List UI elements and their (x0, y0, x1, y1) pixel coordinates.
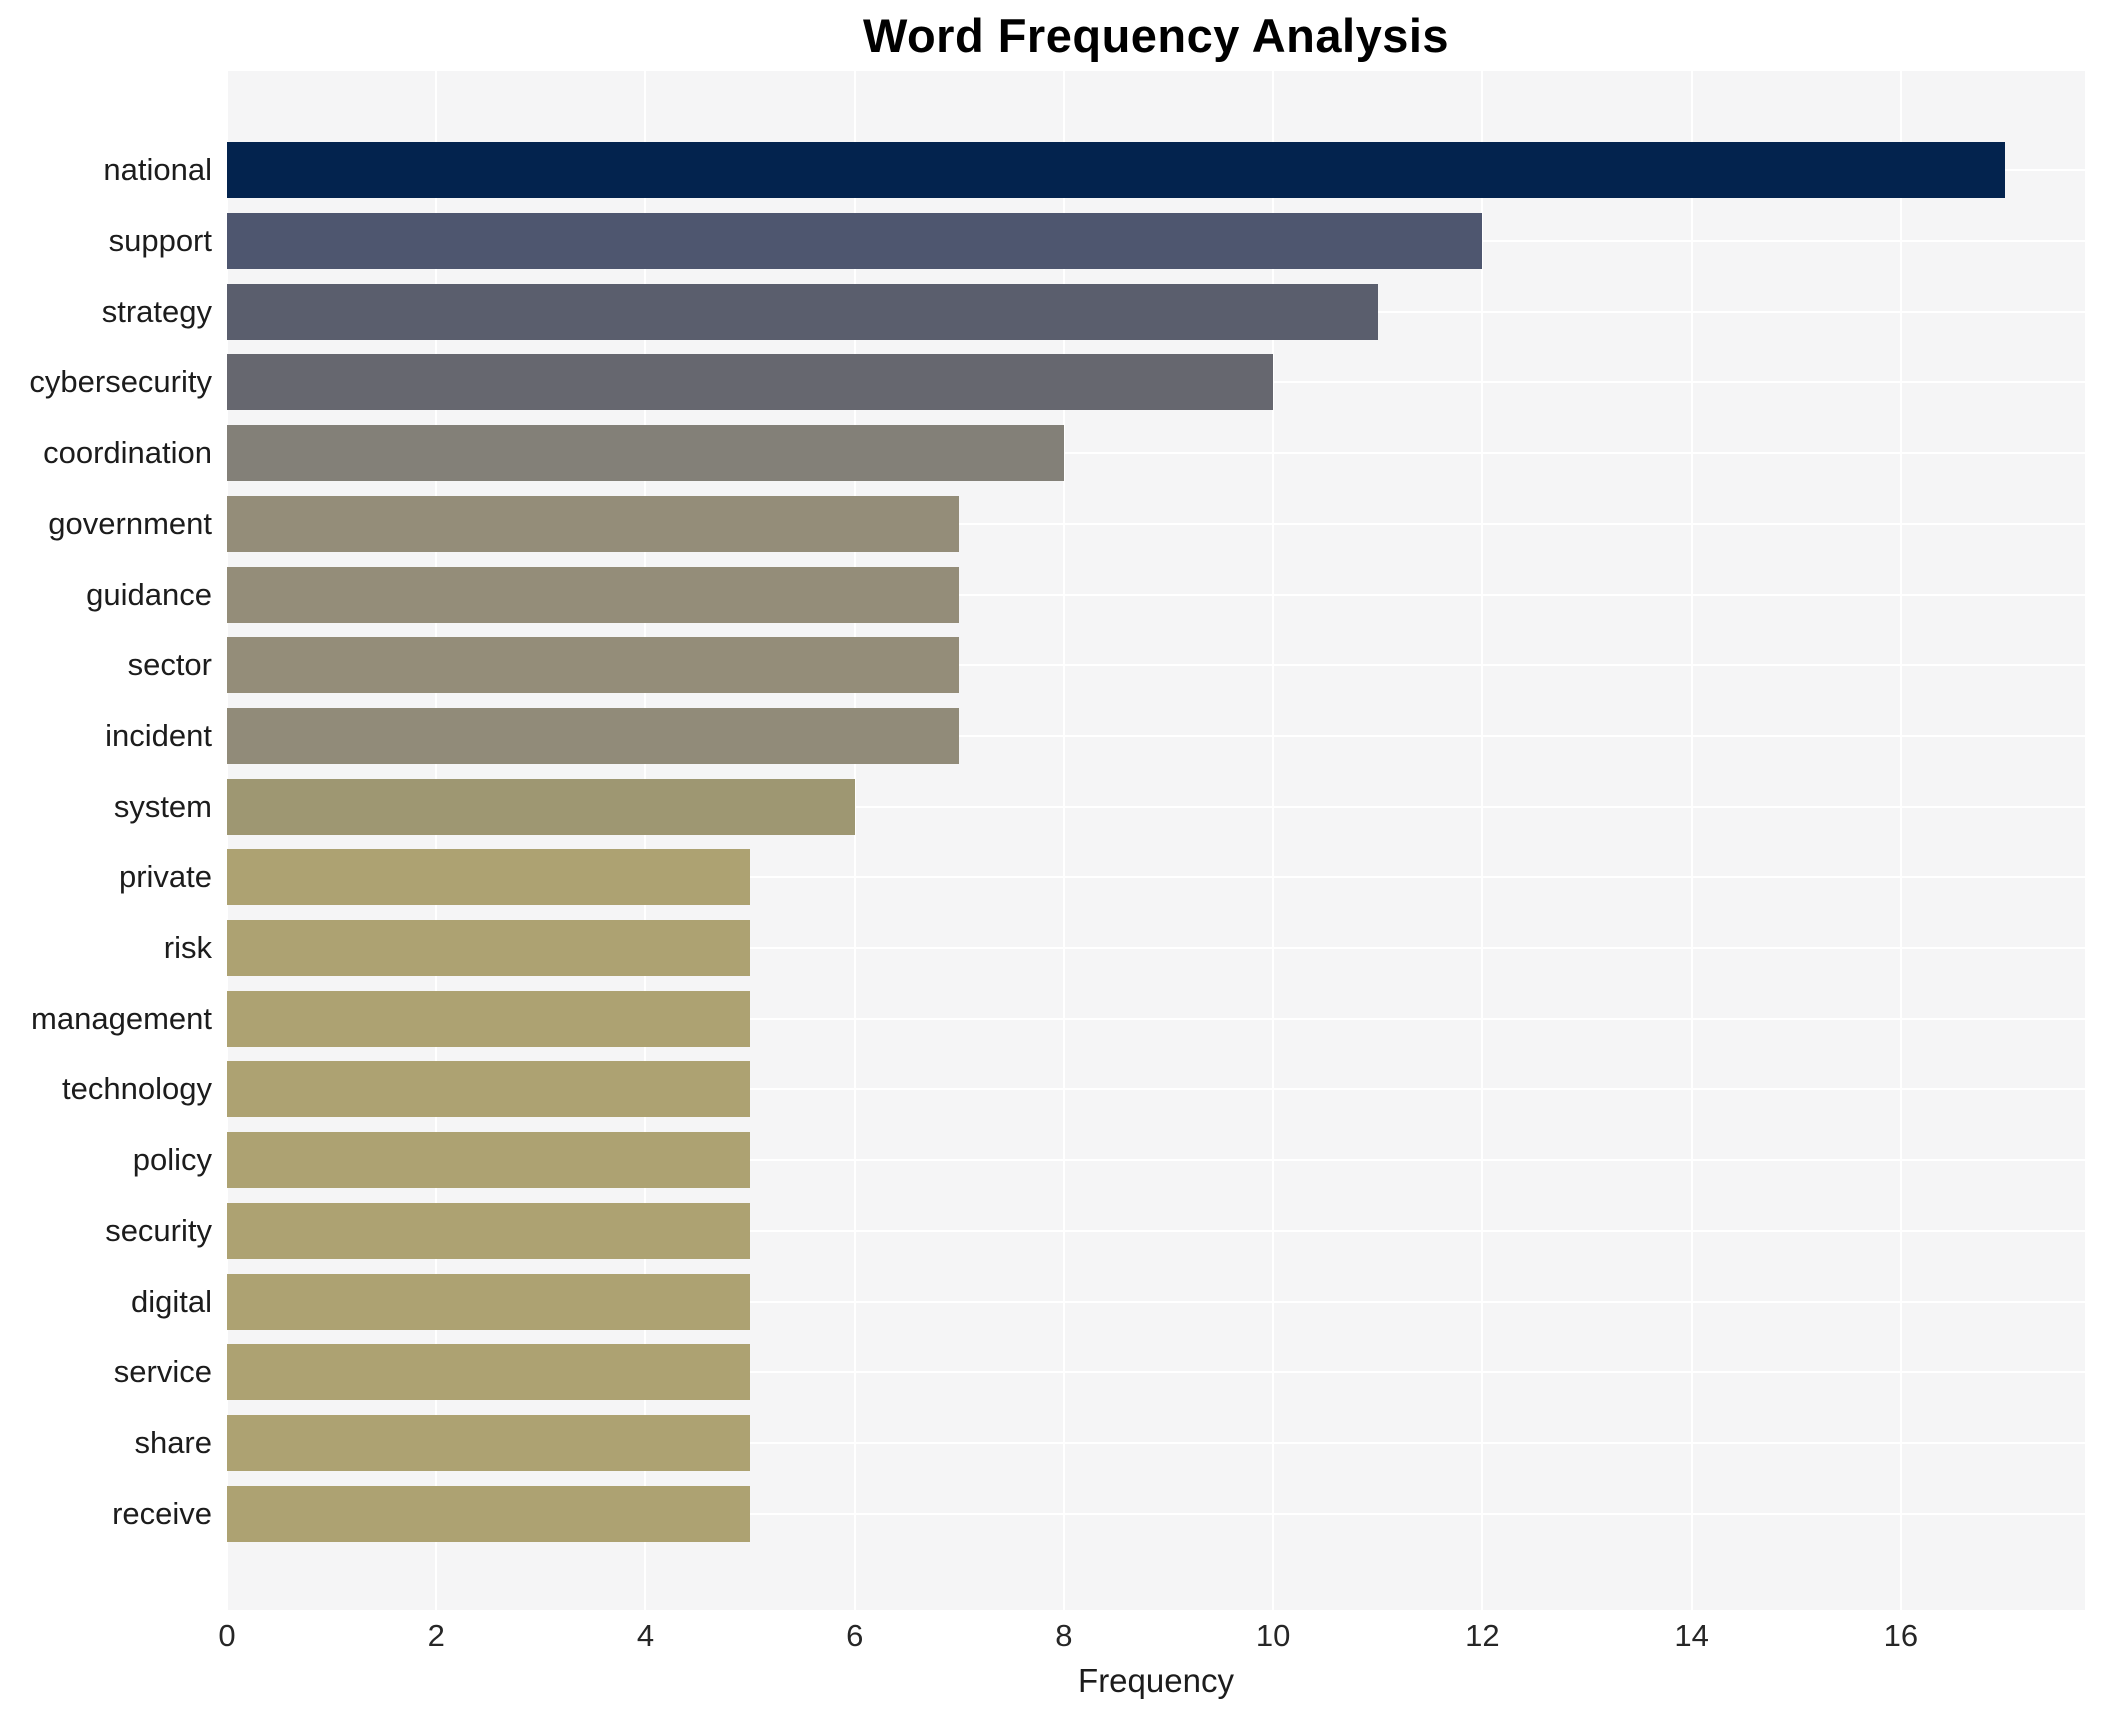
gridline-horizontal (227, 947, 2085, 950)
gridline-vertical (1899, 71, 1902, 1610)
gridline-horizontal (227, 1300, 2085, 1303)
bar (227, 425, 1064, 482)
gridline-vertical (1481, 71, 1484, 1610)
bar (227, 1485, 751, 1542)
gridline-horizontal (227, 805, 2085, 808)
category-label: security (105, 1212, 212, 1248)
category-label: sector (127, 647, 212, 683)
category-label: policy (132, 1142, 212, 1178)
category-label: receive (112, 1495, 212, 1531)
bar (227, 849, 751, 906)
category-label: technology (62, 1071, 212, 1107)
category-label: management (31, 1000, 212, 1036)
category-label: strategy (101, 293, 212, 329)
category-label: incident (105, 717, 212, 753)
x-tick-label: 4 (636, 1618, 655, 1653)
bar (227, 354, 1274, 411)
gridline-vertical (853, 71, 856, 1610)
category-label: system (113, 788, 212, 824)
category-label: coordination (43, 435, 212, 471)
bar (227, 142, 2006, 199)
bar (227, 1414, 751, 1471)
bar (227, 1344, 751, 1401)
gridline-horizontal (227, 1441, 2085, 1444)
gridline-horizontal (227, 593, 2085, 596)
x-tick-label: 0 (218, 1618, 236, 1653)
gridline-horizontal (227, 1371, 2085, 1374)
category-label: support (108, 223, 212, 259)
gridline-horizontal (227, 664, 2085, 667)
gridline-horizontal (227, 1159, 2085, 1162)
x-axis-title: Frequency (1078, 1662, 1234, 1699)
bar (227, 283, 1378, 340)
category-label: service (113, 1354, 212, 1390)
gridline-vertical (435, 71, 438, 1610)
gridline-vertical (1062, 71, 1065, 1610)
bar (227, 990, 751, 1047)
category-label: national (103, 152, 212, 188)
gridline-vertical (1690, 71, 1693, 1610)
bar (227, 213, 1483, 270)
chart-title: Word Frequency Analysis (862, 9, 1450, 62)
x-tick-label: 12 (1465, 1618, 1500, 1653)
gridline-horizontal (227, 1512, 2085, 1515)
gridline-vertical (1272, 71, 1275, 1610)
category-label: share (134, 1424, 212, 1460)
category-label: private (118, 859, 212, 895)
bar (227, 778, 855, 835)
bar (227, 1061, 751, 1118)
category-label: government (48, 505, 212, 541)
x-tick-label: 6 (846, 1618, 864, 1653)
bar (227, 707, 960, 764)
x-tick-label: 8 (1055, 1618, 1073, 1653)
x-tick-label: 16 (1883, 1618, 1919, 1653)
x-tick-label: 14 (1674, 1618, 1709, 1653)
plot-area (226, 71, 2085, 1610)
bar (227, 1132, 751, 1189)
x-tick-label: 2 (427, 1618, 445, 1653)
category-label: cybersecurity (29, 364, 212, 400)
x-tick-label: 10 (1255, 1618, 1291, 1653)
gridline-horizontal (227, 1229, 2085, 1232)
gridline-horizontal (227, 452, 2085, 455)
category-label: risk (163, 930, 212, 966)
gridline-horizontal (227, 1017, 2085, 1020)
bar (227, 495, 960, 552)
gridline-vertical (644, 71, 647, 1610)
bar (227, 920, 751, 977)
gridline-horizontal (227, 734, 2085, 737)
category-label: digital (131, 1283, 212, 1319)
gridline-horizontal (227, 876, 2085, 879)
gridline-horizontal (227, 1088, 2085, 1091)
bar (227, 566, 960, 623)
gridline-vertical (226, 71, 228, 1610)
bar (227, 637, 960, 694)
category-label: guidance (86, 576, 212, 612)
bar (227, 1202, 751, 1259)
bar (227, 1273, 751, 1330)
gridline-horizontal (227, 522, 2085, 525)
